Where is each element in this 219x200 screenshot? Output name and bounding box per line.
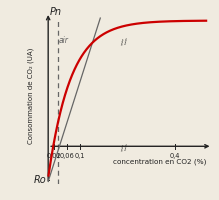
Text: Ro: Ro bbox=[34, 175, 47, 185]
Text: 0,06: 0,06 bbox=[60, 153, 74, 159]
Text: 0,4: 0,4 bbox=[169, 153, 180, 159]
Text: concentration en CO2 (%): concentration en CO2 (%) bbox=[113, 159, 206, 165]
Text: 0,1: 0,1 bbox=[75, 153, 85, 159]
Text: air: air bbox=[59, 36, 69, 45]
Text: Pn: Pn bbox=[50, 7, 62, 17]
Text: 0,02: 0,02 bbox=[47, 153, 62, 159]
Text: / /: / / bbox=[120, 38, 128, 46]
Text: / /: / / bbox=[120, 144, 128, 152]
Text: Consommation de CO₂ (UA): Consommation de CO₂ (UA) bbox=[28, 48, 34, 144]
